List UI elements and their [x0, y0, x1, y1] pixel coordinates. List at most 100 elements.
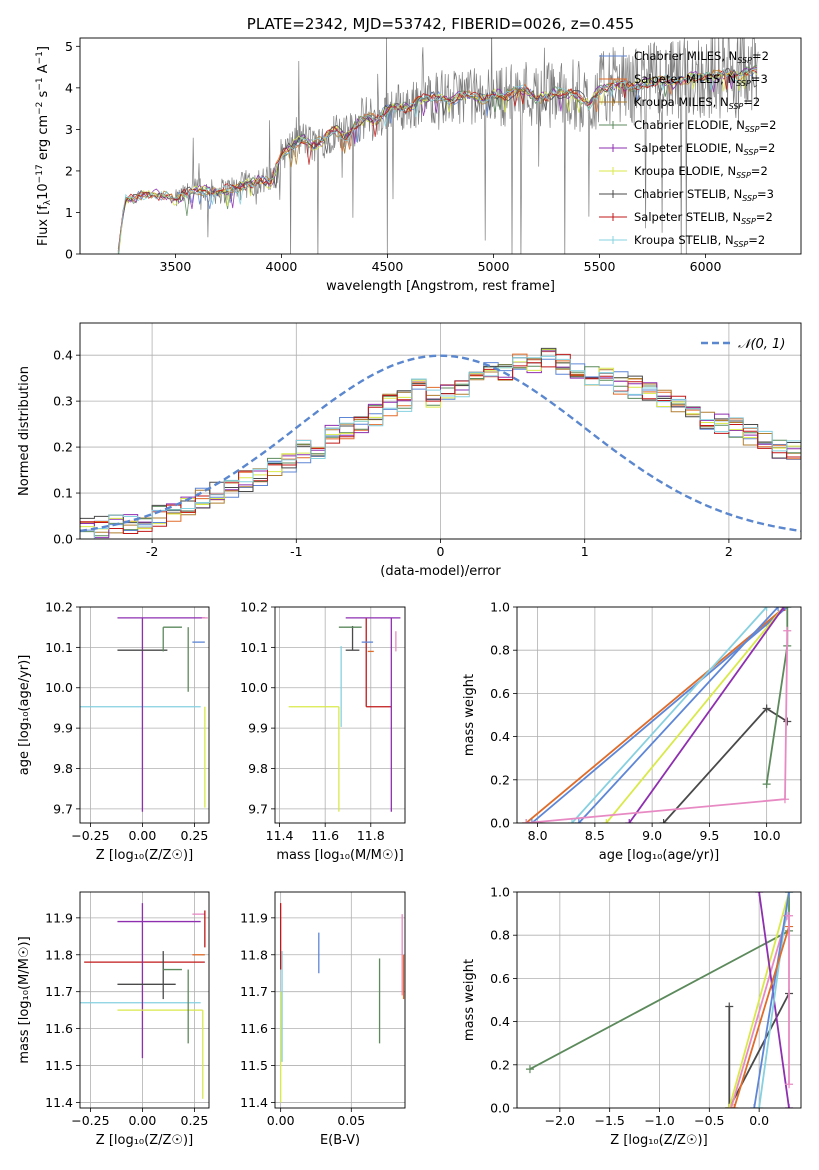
legend-name: Chabrier STELIB — [634, 187, 726, 201]
model-line — [117, 68, 757, 254]
plot-area-spectrum — [117, 38, 759, 254]
legend-label: Chabrier STELIB, NSSP=3 — [634, 187, 774, 203]
plot-area-age-vs-Z — [80, 617, 208, 812]
y-tick-label: 1.0 — [490, 600, 510, 615]
weight-line — [733, 926, 790, 1108]
y-tick-label: 0.6 — [490, 686, 510, 701]
legend-nssp: 2 — [753, 95, 760, 109]
weight-line — [728, 892, 790, 1108]
histogram-step — [80, 350, 801, 539]
axes-frame — [274, 891, 406, 1109]
x-axis-label: wavelength [Angstrom, rest frame] — [326, 279, 555, 294]
x-tick-label: 0.25 — [181, 828, 209, 843]
legend-n-sub: SSP — [741, 217, 756, 226]
weight-marker — [602, 819, 611, 823]
legend-nssp: 2 — [769, 118, 776, 132]
x-tick-label: 0.00 — [267, 1113, 295, 1128]
legend-name: Kroupa ELODIE — [634, 164, 720, 178]
weight-marker — [779, 607, 788, 611]
y-label-part: A — [36, 64, 51, 77]
x-axis-label: Z [log₁₀(Z/Z☉)] — [610, 1133, 707, 1148]
legend-label: Salpeter MILES, NSSP=3 — [634, 72, 768, 88]
y-label-part: Flux [f — [36, 205, 51, 246]
y-label-part: −17 — [35, 164, 45, 183]
legend-nssp: 2 — [762, 49, 769, 63]
x-tick-label: 11.6 — [311, 828, 339, 843]
legend-n-sub: SSP — [736, 79, 751, 88]
x-tick-label: 0.00 — [128, 1113, 156, 1128]
legend-sep: , — [726, 187, 733, 201]
model-line — [118, 68, 758, 254]
x-tick-label: -1 — [290, 544, 302, 559]
axes-frame — [274, 606, 406, 824]
x-tick-label: 11.8 — [357, 828, 385, 843]
weight-line — [605, 607, 785, 823]
weight-marker — [762, 607, 771, 611]
legend-name: Salpeter MILES — [634, 72, 720, 86]
model-line — [117, 70, 758, 252]
data-spectrum-line — [175, 38, 759, 254]
y-tick-label: 1 — [65, 205, 73, 220]
axes-frame — [79, 891, 210, 1109]
weight-marker — [783, 626, 792, 635]
y-tick-label: 9.9 — [53, 721, 73, 736]
histogram-step — [80, 349, 801, 537]
x-tick-label: 5000 — [478, 259, 510, 274]
x-tick-label: 5500 — [584, 259, 616, 274]
legend-label: Chabrier MILES, NSSP=2 — [634, 49, 769, 65]
weight-marker — [727, 1104, 736, 1108]
plot-area-age-vs-mass — [288, 617, 401, 812]
weight-marker — [783, 717, 792, 726]
plot-area-residuals — [80, 347, 801, 539]
weight-marker — [774, 607, 783, 611]
y-axis-label: mass weight — [462, 674, 477, 756]
legend-label: Chabrier ELODIE, NSSP=2 — [634, 118, 776, 134]
histogram-step — [80, 353, 801, 534]
x-tick-label: 8.5 — [585, 828, 605, 843]
legend-label: Kroupa ELODIE, NSSP=2 — [634, 164, 768, 180]
y-tick-label: 9.8 — [53, 761, 73, 776]
legend-eq: = — [760, 118, 770, 132]
legend-n-sub: SSP — [737, 56, 752, 65]
legend-n-sub: SSP — [734, 240, 749, 249]
y-tick-label: 11.5 — [240, 1058, 268, 1073]
x-tick-label: 1 — [581, 544, 589, 559]
legend-eq: = — [748, 233, 758, 247]
x-tick-label: 11.4 — [266, 828, 294, 843]
legend-n-sub: SSP — [736, 171, 751, 180]
y-label-part: −1 — [35, 77, 45, 90]
weight-marker — [783, 607, 792, 611]
legend-label: 𝒩(0, 1) — [738, 337, 785, 352]
axes-age-vs-mass: 11.4 11.6 11.8 9.7 9.8 9.9 10.0 10.1 10.2 mass [l… — [240, 600, 406, 863]
x-tick-label: −1.0 — [644, 1113, 674, 1128]
axes-frame — [516, 891, 802, 1109]
y-tick-label: 11.9 — [45, 910, 73, 925]
y-tick-label: 10.0 — [240, 680, 268, 695]
legend-nssp: 2 — [768, 141, 775, 155]
x-tick-label: 6000 — [690, 259, 722, 274]
legend-n: N — [736, 118, 745, 132]
weight-marker — [785, 911, 794, 920]
legend-eq: = — [758, 141, 768, 155]
legend-eq: = — [757, 187, 767, 201]
axes-frame — [516, 606, 802, 824]
legend-sep: , — [729, 118, 736, 132]
legend-sep: , — [725, 210, 732, 224]
legend-name: Salpeter STELIB — [634, 210, 725, 224]
legend-name: Chabrier MILES — [634, 49, 721, 63]
weight-marker — [762, 780, 771, 789]
normal-curve — [80, 354, 801, 533]
legend-label: Kroupa STELIB, NSSP=2 — [634, 233, 765, 249]
axes-mass-vs-ebv: 0.00 0.05 11.4 11.5 11.6 11.7 11.8 11.9 E(B-V) — [240, 891, 406, 1148]
y-tick-label: 0.2 — [490, 1057, 510, 1072]
weight-line — [525, 607, 786, 823]
x-axis-label: age [log₁₀(age/yr)] — [599, 848, 720, 863]
axes-mass-vs-Z: −0.25 0.00 0.25 11.4 11.5 11.6 11.7 11.8 11.9 Z [… — [17, 891, 210, 1148]
y-tick-label: 0.6 — [490, 971, 510, 986]
y-tick-label: 11.5 — [45, 1058, 73, 1073]
axes-age-vs-Z: −0.25 0.00 0.25 9.7 9.8 9.9 10.0 10.1 10.2 Z [log… — [17, 600, 210, 863]
y-tick-label: 0.8 — [490, 643, 510, 658]
axes-frame — [79, 606, 210, 824]
axes-weight-vs-Z: −2.0 −1.5 −1.0 −0.5 0.0 0.0 0.2 0.4 0.6 0.8 1.0 Z [… — [462, 885, 802, 1148]
y-label-part: λ — [43, 199, 53, 205]
